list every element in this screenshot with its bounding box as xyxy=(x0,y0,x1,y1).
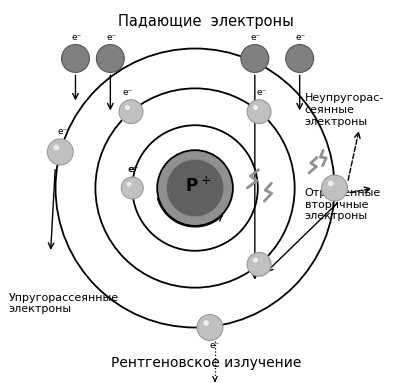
Text: e⁻: e⁻ xyxy=(106,33,117,41)
Circle shape xyxy=(203,320,209,326)
Text: Рентгеновское излучение: Рентгеновское излучение xyxy=(111,356,301,370)
Circle shape xyxy=(125,105,130,110)
Text: +: + xyxy=(201,173,211,187)
Circle shape xyxy=(96,44,124,72)
Text: e⁻: e⁻ xyxy=(127,165,138,174)
Text: e⁻: e⁻ xyxy=(123,88,133,97)
Text: Отраженные
вторичные
электроны: Отраженные вторичные электроны xyxy=(304,188,381,221)
Circle shape xyxy=(157,150,233,226)
Text: e⁻: e⁻ xyxy=(128,165,138,174)
Circle shape xyxy=(197,314,223,340)
Circle shape xyxy=(121,177,143,199)
Circle shape xyxy=(328,181,333,186)
Text: e⁻: e⁻ xyxy=(257,88,267,97)
Circle shape xyxy=(126,182,131,187)
Circle shape xyxy=(166,160,223,216)
Text: e⁻: e⁻ xyxy=(57,127,68,136)
Text: e⁻: e⁻ xyxy=(250,33,261,41)
Text: Неупругорас-
сеянные
электроны: Неупругорас- сеянные электроны xyxy=(304,93,384,126)
Circle shape xyxy=(47,139,73,165)
Text: e⁻: e⁻ xyxy=(71,33,82,41)
Circle shape xyxy=(241,44,269,72)
Circle shape xyxy=(61,44,89,72)
Text: Упругорассеянные
электроны: Упругорассеянные электроны xyxy=(9,293,119,314)
Text: e⁻: e⁻ xyxy=(210,342,220,350)
Circle shape xyxy=(253,257,258,263)
Circle shape xyxy=(322,175,347,201)
Circle shape xyxy=(247,252,271,276)
Circle shape xyxy=(286,44,314,72)
Circle shape xyxy=(247,100,271,124)
Circle shape xyxy=(119,100,143,124)
Circle shape xyxy=(54,144,59,150)
Circle shape xyxy=(253,105,258,110)
Text: Падающие  электроны: Падающие электроны xyxy=(118,14,294,29)
Text: e⁻: e⁻ xyxy=(295,33,306,41)
Text: P: P xyxy=(186,177,198,195)
